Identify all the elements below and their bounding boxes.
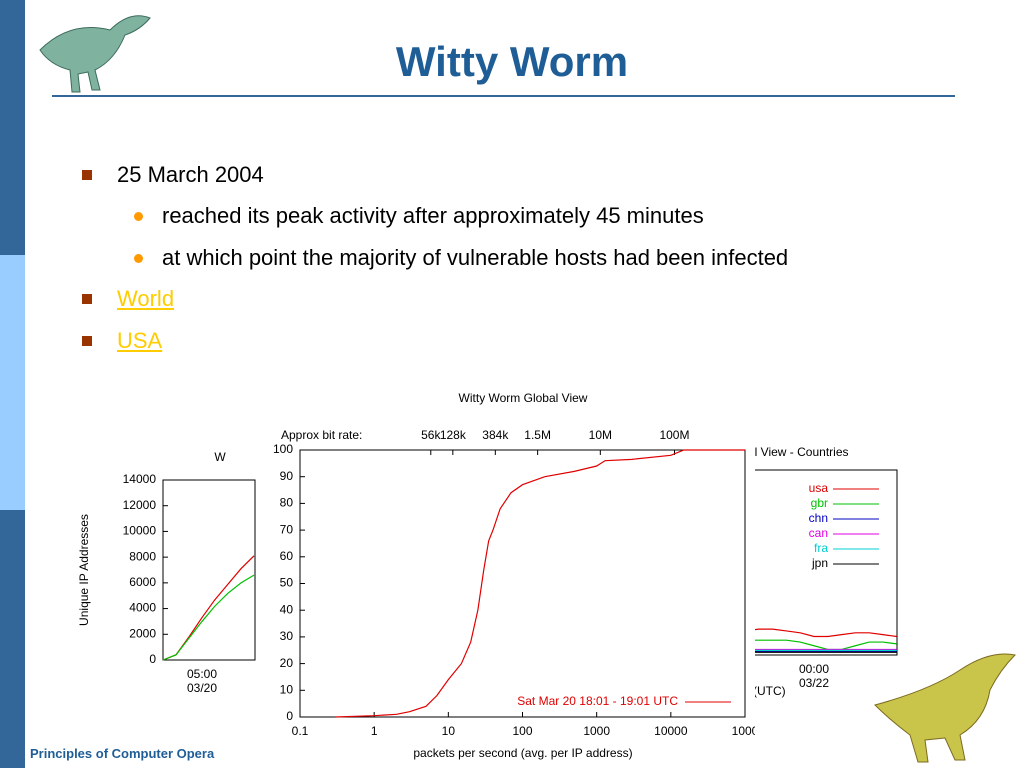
x-tick-label: 100	[512, 724, 532, 738]
y-tick-label: 14000	[123, 472, 157, 486]
y-tick-label: 50	[280, 576, 294, 590]
x2-tick-label: 1.5M	[524, 428, 551, 442]
legend-label: gbr	[811, 496, 828, 510]
plot-frame	[162, 479, 256, 661]
y-tick-label: 20	[280, 656, 294, 670]
y-tick-label: 4000	[129, 601, 156, 615]
y-tick-label: 40	[280, 602, 294, 616]
x-tick-label: 05:00 03/20	[187, 667, 217, 695]
y-tick-label: 0	[286, 709, 293, 723]
footer: Principles of Computer Opera	[30, 746, 215, 761]
y-tick-label: 12000	[123, 498, 157, 512]
y-tick-label: 80	[280, 496, 294, 510]
series-line	[162, 555, 255, 661]
x-tick-line: 05:00	[187, 667, 217, 681]
bullet-text: 25 March 2004	[117, 162, 264, 187]
series-line	[162, 574, 255, 661]
x-tick-label: 00:00 03/22	[799, 662, 829, 690]
bullet	[82, 294, 92, 304]
y-tick-label: 10	[280, 682, 294, 696]
sub-bullet	[134, 254, 143, 263]
slide-title: Witty Worm	[395, 38, 629, 85]
y-tick-label: 6000	[129, 575, 156, 589]
y-tick-label: 60	[280, 549, 294, 563]
x-tick-label: 0.1	[292, 724, 309, 738]
chart-title: Witty Worm Global View	[459, 391, 588, 405]
x2-axis-label: Approx bit rate:	[281, 428, 362, 442]
bullet	[82, 170, 92, 180]
dinosaur-top	[39, 15, 151, 93]
sub-bullet	[134, 212, 143, 221]
x-tick-label: 1	[371, 724, 378, 738]
sub-bullet-text: at which point the majority of vulnerabl…	[162, 245, 789, 270]
bullet	[82, 336, 92, 346]
x-tick-label: 10000	[654, 724, 688, 738]
y-tick-label: 2000	[129, 626, 156, 640]
y-tick-label: 90	[280, 469, 294, 483]
series-line	[744, 628, 897, 638]
dinosaur-bottom	[874, 653, 1017, 763]
y-tick-label: 30	[280, 629, 294, 643]
x-axis-label: packets per second (avg. per IP address)	[413, 746, 632, 760]
y-tick-label: 0	[149, 652, 156, 666]
x2-tick-label: 128k	[440, 428, 467, 442]
series-line	[335, 449, 745, 718]
x-tick-line: 00:00	[799, 662, 829, 676]
x-tick-line: 03/20	[187, 681, 217, 695]
y-tick-label: 8000	[129, 549, 156, 563]
legend-label: chn	[809, 511, 828, 525]
y-tick-label: 70	[280, 522, 294, 536]
title-rule	[52, 95, 955, 97]
link[interactable]: World	[117, 286, 175, 311]
sub-bullet-text: reached its peak activity after approxim…	[162, 203, 704, 228]
side-bar-light	[0, 255, 25, 510]
x2-tick-label: 100M	[659, 428, 689, 442]
chart-title: W	[214, 450, 226, 464]
x-tick-label: 1000	[732, 724, 759, 738]
chart: Witty Worm Global View 0 10 20 30 40 50 60 70 80 9…	[234, 385, 759, 768]
link[interactable]: USA	[117, 328, 163, 353]
chart-title: al View - Countries	[748, 445, 849, 459]
legend-label: jpn	[811, 556, 828, 570]
x-tick-label: 10	[442, 724, 456, 738]
y-axis-label: Unique IP Addresses % - CDF	[234, 503, 248, 664]
x-tick-line: 03/22	[799, 676, 829, 690]
y-tick-label: 100	[273, 442, 293, 456]
y-tick-label: 10000	[123, 524, 157, 538]
x2-tick-label: 10M	[589, 428, 612, 442]
x-tick-label: 1000	[583, 724, 610, 738]
x2-tick-label: 384k	[482, 428, 509, 442]
legend-label: fra	[814, 541, 828, 555]
chart-background	[265, 385, 755, 768]
legend-label: Sat Mar 20 18:01 - 19:01 UTC	[517, 694, 678, 708]
series-line	[745, 639, 897, 651]
y-axis-label: Unique IP Addresses	[77, 514, 91, 626]
x2-tick-label: 56k	[421, 428, 441, 442]
chart: W 0 2000 4000 6000 8000 10000 12000 14000 Unique …	[77, 450, 256, 695]
legend-label: can	[809, 526, 828, 540]
legend-label: usa	[809, 481, 829, 495]
